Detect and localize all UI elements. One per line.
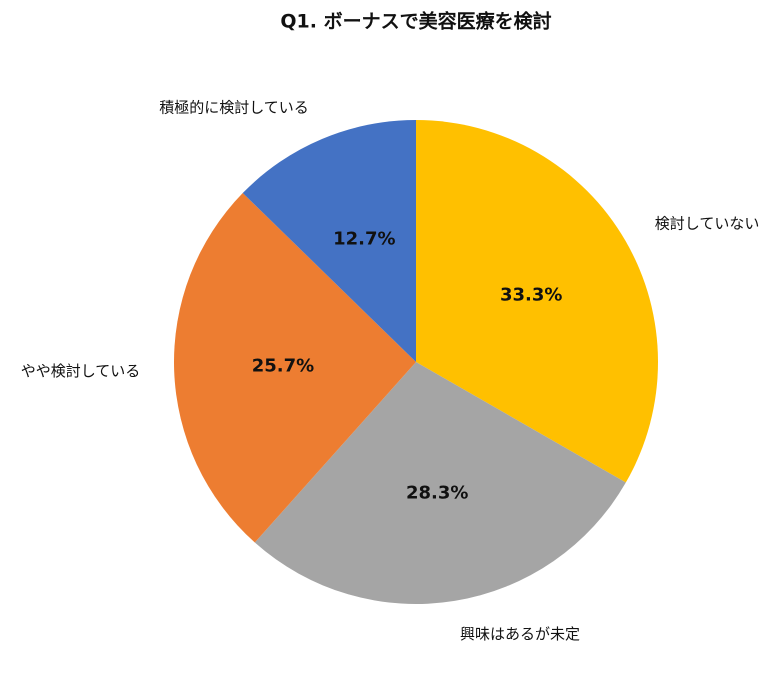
chart-title: Q1. ボーナスで美容医療を検討 (280, 10, 551, 33)
pie-slice (174, 193, 416, 543)
pie-slice (254, 362, 626, 604)
category-label: 積極的に検討している (159, 98, 309, 116)
value-label: 25.7% (252, 356, 314, 377)
category-label: 検討していない (655, 214, 760, 232)
pie-slice (242, 120, 416, 362)
value-label: 12.7% (333, 228, 395, 249)
pie-slice (416, 120, 658, 483)
category-label: やや検討している (21, 362, 141, 380)
category-label: 興味はあるが未定 (460, 625, 580, 643)
value-label: 33.3% (500, 284, 562, 305)
value-label: 28.3% (406, 482, 468, 503)
